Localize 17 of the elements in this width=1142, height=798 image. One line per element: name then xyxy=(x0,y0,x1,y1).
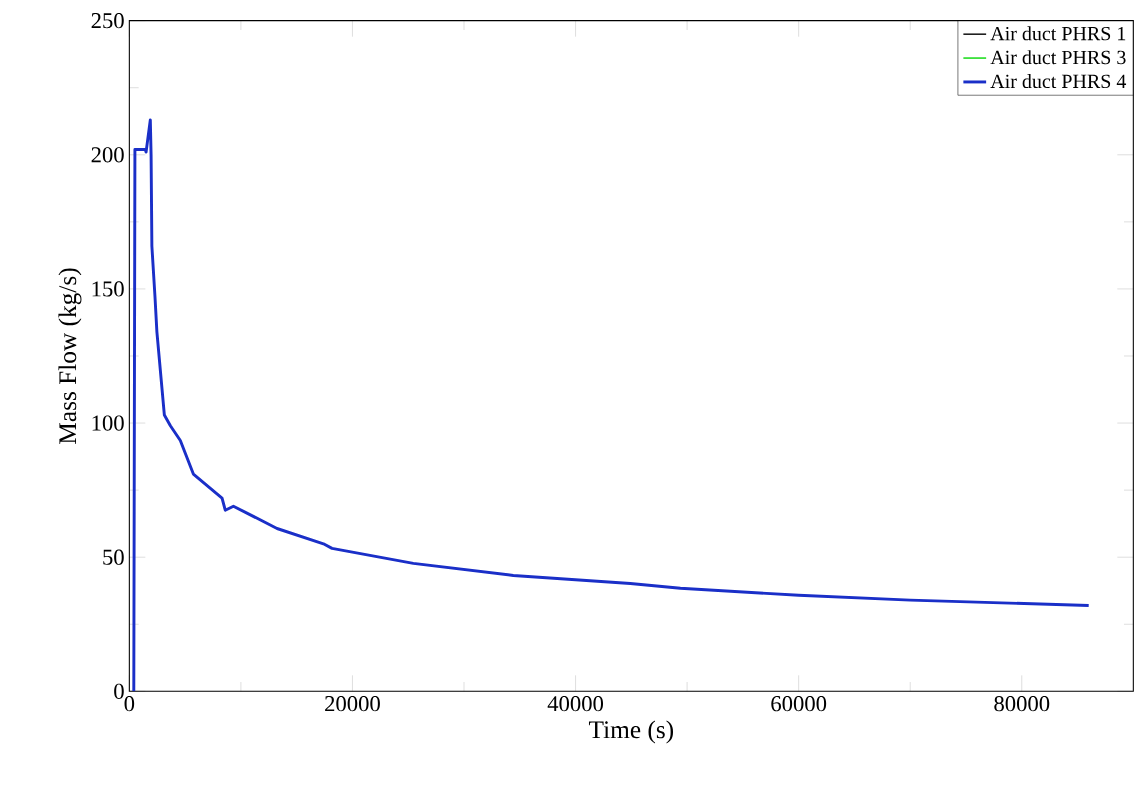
y-tick-label: 150 xyxy=(92,281,124,297)
y-tick-label: 200 xyxy=(91,147,124,163)
x-tick-label: 20000 xyxy=(325,696,380,712)
x-tick-label: 0 xyxy=(124,696,135,712)
y-tick-label: 250 xyxy=(91,13,124,29)
x-tick-label: 80000 xyxy=(994,696,1050,712)
y-tick-label: 100 xyxy=(92,415,124,431)
legend-label: Air duct PHRS 4 xyxy=(990,74,1127,89)
x-tick-label: 40000 xyxy=(547,696,604,712)
x-axis-title: Time (s) xyxy=(588,720,674,744)
y-tick-label: 50 xyxy=(103,549,124,565)
line-series xyxy=(132,118,1091,692)
y-tick-label: 0 xyxy=(114,683,124,699)
legend-label: Air duct PHRS 3 xyxy=(990,50,1126,65)
legend-label: Air duct PHRS 1 xyxy=(990,26,1126,41)
x-tick-label: 60000 xyxy=(771,696,827,712)
y-axis-title: Mass Flow (kg/s) xyxy=(58,268,82,444)
